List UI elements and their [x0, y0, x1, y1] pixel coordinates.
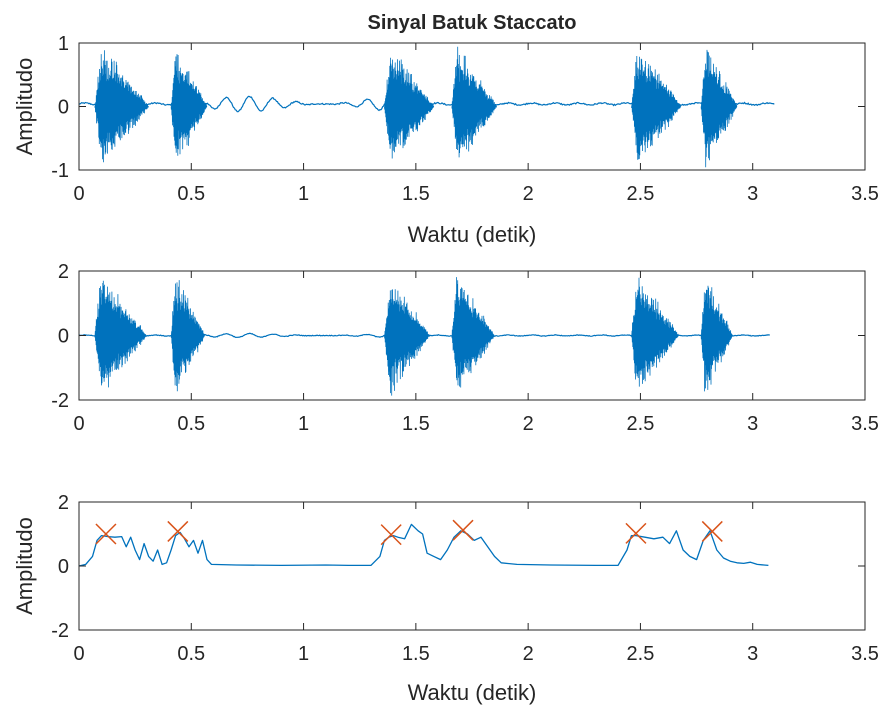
x-tick-label: 1.5 [402, 183, 430, 205]
axes-filtered-signal: 0 0.5 1 1.5 2 2.5 3 3.5-202 [51, 261, 879, 435]
x-tick-label: 0.5 [177, 183, 205, 205]
x-tick-label: 3 [747, 643, 758, 665]
peak-markers [95, 519, 723, 546]
x-tick-label: 0 [73, 413, 84, 435]
waveform-burst [451, 46, 498, 158]
y-tick-label: -2 [51, 620, 69, 642]
ticks-envelope: 0 0.5 1 1.5 2 2.5 3 3.5-202 [51, 492, 879, 665]
filtered-signal-series [78, 277, 770, 396]
x-tick-label: 3 [747, 413, 758, 435]
peak-marker [625, 522, 647, 544]
ylabel-raw-signal: Amplitudo [12, 58, 37, 156]
ticks-filtered-signal: 0 0.5 1 1.5 2 2.5 3 3.5-202 [51, 261, 879, 435]
envelope-series [78, 523, 769, 567]
x-tick-label: 0 [73, 643, 84, 665]
waveform-burst [170, 54, 208, 156]
x-tick-label: 1 [298, 413, 309, 435]
waveform-burst [451, 277, 495, 388]
x-tick-label: 0 [73, 183, 84, 205]
peak-marker [452, 519, 474, 541]
x-tick-label: 3 [747, 183, 758, 205]
x-tick-label: 1 [298, 643, 309, 665]
x-tick-label: 2 [523, 643, 534, 665]
x-tick-label: 2 [523, 413, 534, 435]
peak-marker [380, 524, 402, 546]
x-tick-label: 2.5 [627, 413, 655, 435]
x-tick-label: 0.5 [177, 413, 205, 435]
peak-marker [701, 520, 723, 542]
x-tick-label: 3.5 [851, 183, 879, 205]
envelope-line [78, 523, 769, 567]
raw-signal-series [78, 46, 775, 168]
y-tick-label: -1 [51, 160, 69, 182]
waveform-burst [384, 289, 430, 396]
xlabel-raw-signal: Waktu (detik) [408, 222, 537, 247]
x-tick-label: 0.5 [177, 643, 205, 665]
x-tick-label: 1 [298, 183, 309, 205]
xlabel-envelope: Waktu (detik) [408, 680, 537, 705]
figure-title: Sinyal Batuk Staccato [368, 12, 577, 34]
y-tick-label: -2 [51, 390, 69, 412]
y-tick-label: 1 [58, 33, 69, 55]
waveform-burst [94, 50, 149, 163]
x-tick-label: 2.5 [627, 183, 655, 205]
peak-marker [95, 523, 117, 545]
waveform-burst [700, 285, 733, 392]
waveform-burst [631, 277, 679, 387]
waveform-burst [94, 280, 147, 388]
y-tick-label: 0 [58, 556, 69, 578]
waveform-burst [700, 49, 738, 168]
plot-area-envelope [79, 502, 865, 630]
y-tick-label: 2 [58, 261, 69, 283]
x-tick-label: 3.5 [851, 413, 879, 435]
x-tick-label: 1.5 [402, 643, 430, 665]
x-tick-label: 2.5 [627, 643, 655, 665]
waveform-burst [631, 55, 682, 160]
y-tick-label: 0 [58, 97, 69, 119]
waveform-burst [170, 280, 206, 392]
axes-raw-signal: 0 0.5 1 1.5 2 2.5 3 3.5-101 Waktu (detik) Ampli… [12, 33, 879, 247]
x-tick-label: 1.5 [402, 413, 430, 435]
x-tick-label: 3.5 [851, 643, 879, 665]
axes-envelope: 0 0.5 1 1.5 2 2.5 3 3.5-202 Waktu (detik) Ampli… [12, 492, 879, 705]
y-tick-label: 2 [58, 492, 69, 514]
x-tick-label: 2 [523, 183, 534, 205]
waveform-burst [384, 57, 435, 159]
peak-marker [167, 520, 189, 542]
ylabel-envelope: Amplitudo [12, 517, 37, 615]
ticks-raw-signal: 0 0.5 1 1.5 2 2.5 3 3.5-101 [51, 33, 879, 205]
y-tick-label: 0 [58, 326, 69, 348]
